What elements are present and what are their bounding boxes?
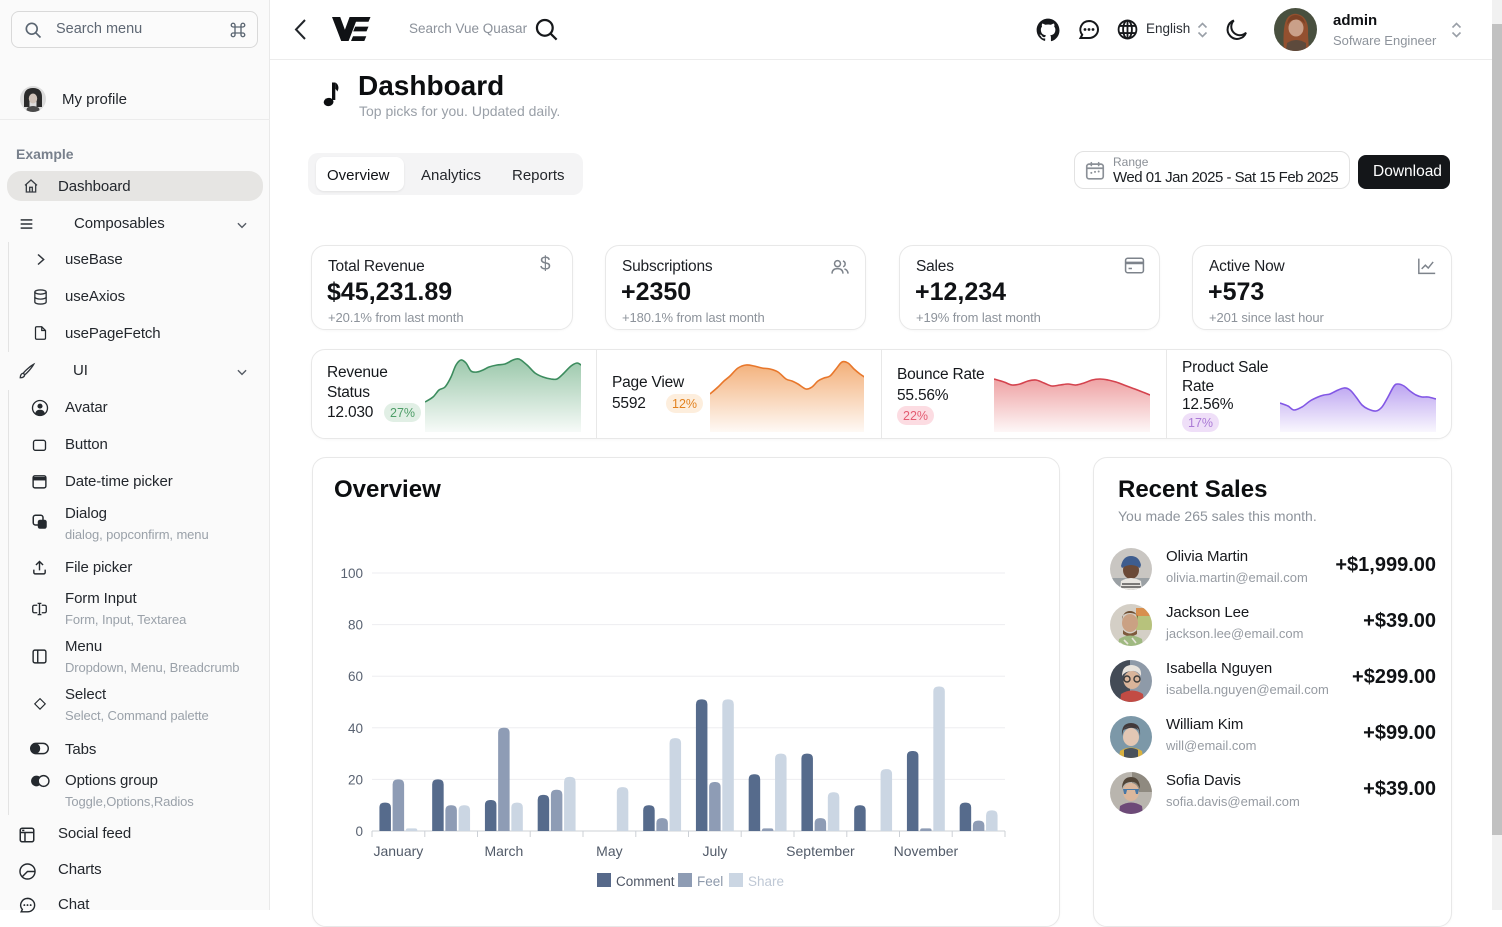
svg-text:November: November <box>894 843 959 859</box>
svg-text:July: July <box>702 843 727 859</box>
svg-text:March: March <box>484 843 523 859</box>
svg-text:60: 60 <box>348 669 363 684</box>
svg-text:100: 100 <box>340 566 363 581</box>
svg-text:40: 40 <box>348 721 363 736</box>
svg-text:January: January <box>373 843 423 859</box>
svg-text:80: 80 <box>348 618 363 633</box>
svg-text:20: 20 <box>348 772 363 787</box>
svg-text:0: 0 <box>355 824 363 839</box>
svg-text:May: May <box>596 843 622 859</box>
svg-text:September: September <box>786 843 855 859</box>
